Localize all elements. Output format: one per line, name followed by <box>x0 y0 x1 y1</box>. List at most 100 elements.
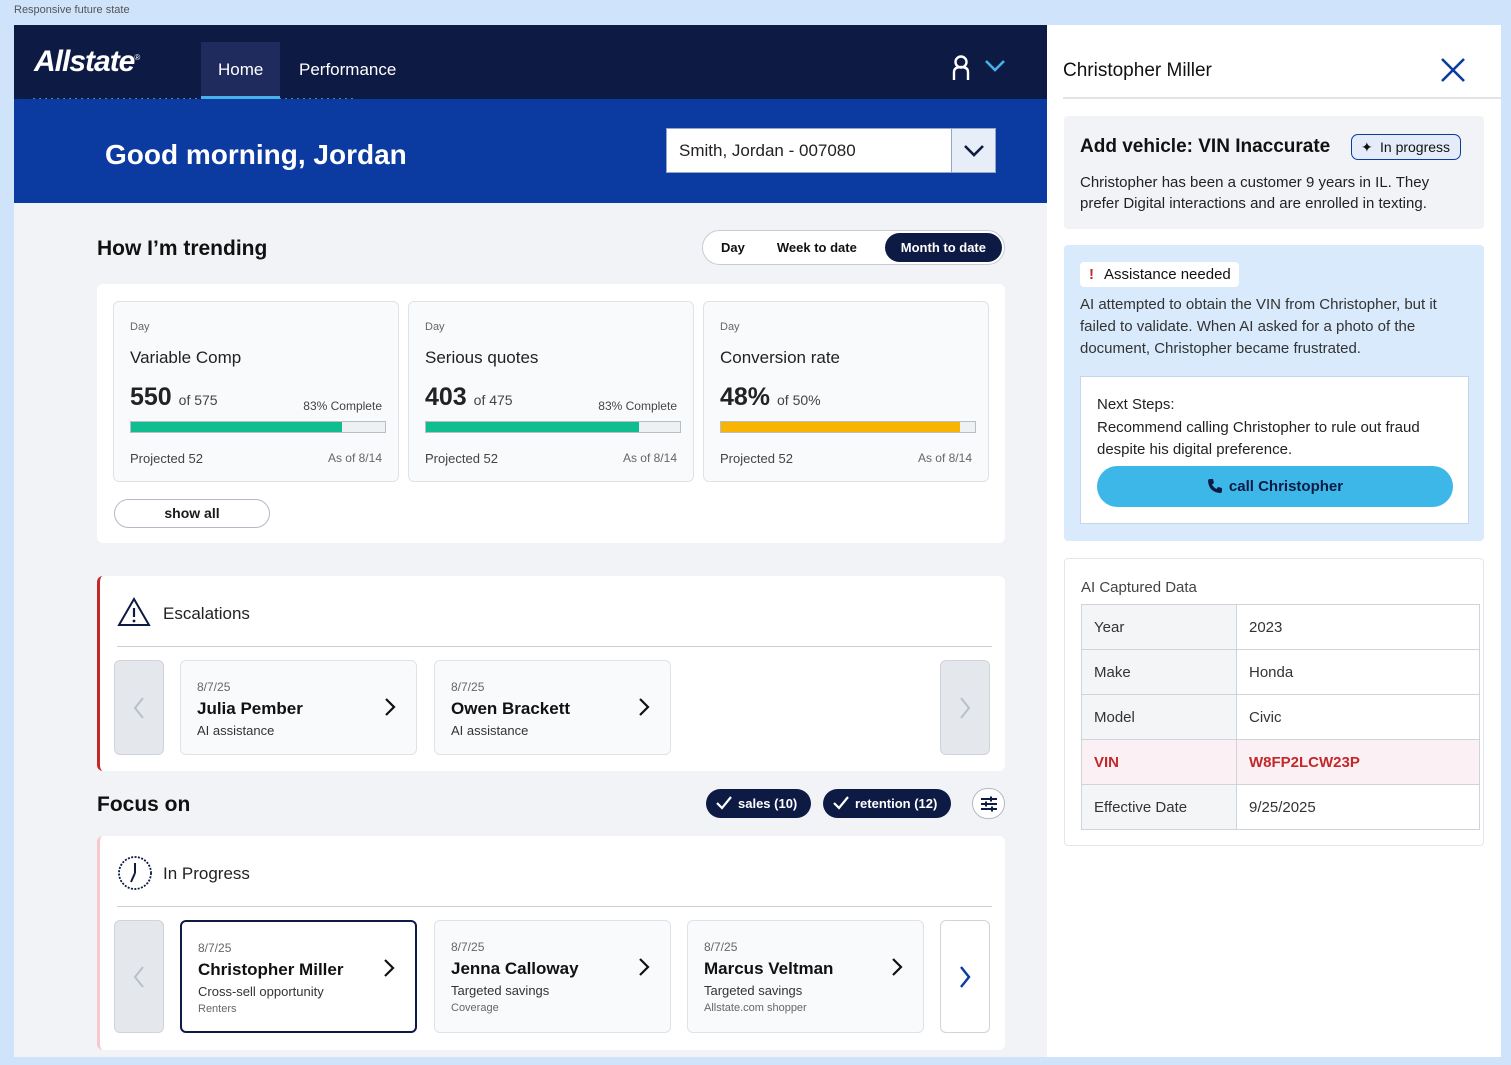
focus-item[interactable]: 8/7/25 Jenna Calloway Targeted savings C… <box>434 920 671 1033</box>
assistance-badge: ! Assistance needed <box>1080 262 1239 287</box>
allstate-logo[interactable]: Allstate® <box>34 45 140 78</box>
phone-icon <box>1207 479 1222 493</box>
customer-summary: Christopher has been a customer 9 years … <box>1080 174 1430 212</box>
item-name: Jenna Calloway <box>451 959 579 978</box>
table-row-vin: VIN W8FP2LCW23P <box>1081 739 1480 785</box>
item-sub: Targeted savings <box>451 983 550 998</box>
focus-item[interactable]: 8/7/25 Christopher Miller Cross-sell opp… <box>180 920 417 1033</box>
user-icon[interactable] <box>950 55 972 86</box>
item-date: 8/7/25 <box>198 941 232 955</box>
show-all-button[interactable]: show all <box>114 499 270 528</box>
chevron-right-icon <box>638 697 650 722</box>
chevron-left-icon <box>133 965 144 988</box>
assistance-box: ! Assistance needed AI attempted to obta… <box>1064 245 1484 541</box>
warning-icon <box>117 596 151 632</box>
item-date: 8/7/25 <box>451 680 485 694</box>
tab-performance[interactable]: Performance <box>299 60 397 79</box>
next-button[interactable] <box>940 660 990 755</box>
in-progress-card: In Progress 8/7/25 Christopher Miller Cr… <box>97 836 1005 1050</box>
item-sub: Targeted savings <box>704 983 803 998</box>
metric-name: Serious quotes <box>425 348 539 367</box>
sparkle-icon: ✦ <box>1361 139 1373 155</box>
escalations-title: Escalations <box>163 604 250 623</box>
table-row: Effective Date 9/25/2025 <box>1081 784 1480 830</box>
item-tag: Renters <box>198 1003 237 1015</box>
metric-progress-bar <box>130 421 386 433</box>
check-icon <box>716 796 732 810</box>
period-week[interactable]: Week to date <box>776 240 857 255</box>
metric-card: Day Variable Comp 550 of 575 83% Complet… <box>113 301 399 482</box>
next-steps-text: Recommend calling Christopher to rule ou… <box>1097 419 1420 458</box>
agent-select[interactable]: Smith, Jordan - 007080 <box>666 128 996 173</box>
chevron-down-icon[interactable] <box>951 129 995 172</box>
metric-value: 550 of 575 <box>130 383 218 411</box>
chevron-right-icon <box>960 696 971 719</box>
metric-name: Variable Comp <box>130 348 242 367</box>
escalation-item[interactable]: 8/7/25 Owen Brackett AI assistance <box>434 660 671 755</box>
panel-title: Christopher Miller <box>1063 60 1212 81</box>
detail-panel: Christopher Miller Add vehicle: VIN Inac… <box>1047 25 1501 1057</box>
escalation-item[interactable]: 8/7/25 Julia Pember AI assistance <box>180 660 417 755</box>
period-month[interactable]: Month to date <box>884 233 1002 262</box>
metric-progress-bar <box>425 421 681 433</box>
metric-projected: Projected 52 <box>130 451 203 466</box>
sliders-icon <box>980 796 997 811</box>
call-button[interactable]: call Christopher <box>1097 466 1453 507</box>
chevron-down-icon[interactable] <box>984 59 1006 78</box>
metric-as-of: As of 8/14 <box>622 451 677 465</box>
item-tag: Allstate.com shopper <box>704 1002 807 1014</box>
agent-select-value[interactable]: Smith, Jordan - 007080 <box>679 141 856 160</box>
period-toggle: Day Week to date Month to date <box>702 230 1005 265</box>
escalations-card: Escalations 8/7/25 Julia Pember AI assis… <box>97 576 1005 771</box>
captured-data-box: AI Captured Data Year 2023 Make Honda Mode… <box>1064 558 1484 846</box>
item-date: 8/7/25 <box>451 940 485 954</box>
chevron-right-icon <box>383 958 395 983</box>
item-sub: AI assistance <box>451 723 529 738</box>
table-row: Model Civic <box>1081 694 1480 740</box>
filter-chip-retention[interactable]: retention (12) <box>823 789 952 818</box>
task-summary: Add vehicle: VIN Inaccurate ✦ In progres… <box>1064 116 1484 229</box>
item-name: Owen Brackett <box>451 699 571 718</box>
period-day[interactable]: Day <box>721 240 745 255</box>
check-icon <box>833 796 849 810</box>
divider <box>117 646 992 647</box>
next-steps-label: Next Steps: <box>1097 396 1175 413</box>
next-button[interactable] <box>940 920 990 1033</box>
item-tag: Coverage <box>451 1002 499 1014</box>
item-sub: AI assistance <box>197 723 275 738</box>
assistance-text: AI attempted to obtain the VIN from Chri… <box>1080 296 1437 357</box>
hero-banner: Good morning, Jordan Smith, Jordan - 007… <box>14 99 1047 203</box>
close-icon[interactable] <box>1437 54 1469 91</box>
metric-projected: Projected 52 <box>425 451 498 466</box>
chevron-right-icon <box>891 957 903 982</box>
focus-item[interactable]: 8/7/25 Marcus Veltman Targeted savings A… <box>687 920 924 1033</box>
chevron-right-icon <box>384 697 396 722</box>
metric-value: 403 of 475 <box>425 383 513 411</box>
greeting: Good morning, Jordan <box>105 139 407 170</box>
metric-projected: Projected 52 <box>720 451 793 466</box>
divider <box>1063 97 1501 99</box>
clock-icon <box>117 855 153 896</box>
captured-data-table: Year 2023 Make Honda Model Civic VIN W8FP2LC… <box>1081 604 1480 830</box>
frame-label: Responsive future state <box>14 4 130 16</box>
filter-chip-sales[interactable]: sales (10) <box>706 789 812 818</box>
metric-period: Day <box>130 321 150 333</box>
item-name: Julia Pember <box>197 699 303 718</box>
tab-home[interactable]: Home <box>201 42 281 99</box>
item-name: Christopher Miller <box>198 960 344 979</box>
status-badge: ✦ In progress <box>1351 134 1462 160</box>
top-nav: Allstate® Home Performance <box>14 25 1047 107</box>
table-row: Year 2023 <box>1081 604 1480 650</box>
in-progress-title: In Progress <box>163 864 250 883</box>
item-sub: Cross-sell opportunity <box>198 984 324 999</box>
prev-button[interactable] <box>114 660 164 755</box>
item-date: 8/7/25 <box>704 940 738 954</box>
filter-settings-button[interactable] <box>972 788 1005 819</box>
metric-progress-fill <box>721 422 960 432</box>
item-name: Marcus Veltman <box>704 959 834 978</box>
prev-button[interactable] <box>114 920 164 1033</box>
metric-progress-fill <box>131 422 342 432</box>
focus-title: Focus on <box>97 793 191 816</box>
trending-title: How I’m trending <box>97 237 268 260</box>
metric-card: Day Conversion rate 48% of 50% Projected… <box>703 301 989 482</box>
